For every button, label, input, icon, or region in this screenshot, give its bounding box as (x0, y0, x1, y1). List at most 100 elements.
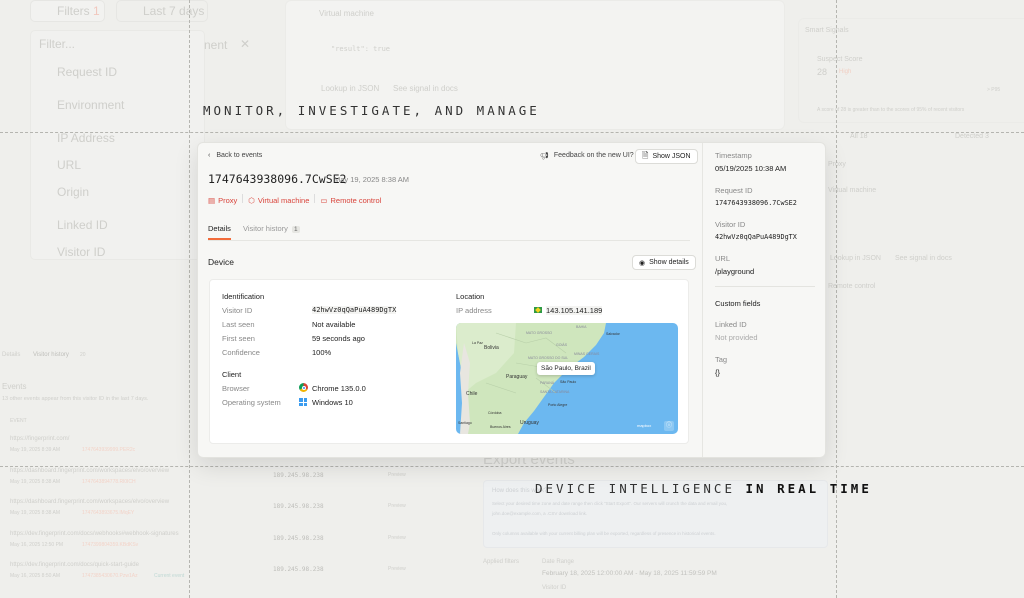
event-request-id: 1747643894778.Rl0ICH (82, 479, 136, 485)
smart-signals-title: Smart Signals (805, 27, 849, 34)
last-seen-value: Not available (312, 320, 356, 329)
show-details-label: Show details (649, 259, 689, 266)
tag-label: Remote control (330, 196, 382, 205)
preview-button[interactable]: Preview (388, 535, 406, 541)
visitor-id-value[interactable]: 42hwVz0qQaPuA489DgTX (312, 306, 397, 314)
cube-icon: ⬡ (248, 196, 255, 205)
ip-address-value[interactable]: 143.105.141.189 (546, 306, 603, 315)
filters-count: 1 (93, 4, 100, 18)
event-request-id: 1747643893675.lMqEY (82, 510, 135, 516)
applied-filters-label: Applied filters (483, 559, 520, 565)
smart-signals-panel: Smart Signals Suspect Score 28 High > P9… (798, 18, 1024, 123)
field-label: Operating system (222, 398, 281, 407)
custom-fields-title: Custom fields (715, 299, 761, 308)
sidebar-label: Visitor ID (715, 220, 746, 229)
headline-bottom: DEVICE INTELLIGENCE IN REAL TIME (535, 481, 872, 496)
sidebar-label: URL (715, 254, 731, 263)
filter-option[interactable]: Request ID (57, 65, 118, 79)
field-label: Browser (222, 384, 250, 393)
windows-icon (299, 398, 307, 406)
info-icon[interactable]: ⓘ (664, 421, 674, 431)
tab-visitor-history[interactable]: Visitor history 1 (243, 224, 300, 233)
guide-line (0, 132, 1024, 133)
date-range-button[interactable]: Last 7 days (116, 0, 208, 22)
date-range-value: February 18, 2025 12:00:00 AM - May 18, … (542, 570, 717, 577)
mapbox-logo: mapbox (637, 423, 652, 428)
export-info-box: How does this work? Select your desired … (483, 480, 828, 548)
document-icon: 🗎 (642, 150, 649, 160)
preview-button[interactable]: Preview (388, 503, 406, 509)
lookup-json-button[interactable]: Lookup in JSON (830, 255, 881, 262)
linked-id-value: Not provided (715, 333, 758, 342)
event-request-id: 1747643939999.PER2c (82, 447, 136, 453)
map-label: Uruguay (520, 420, 539, 426)
tag-value: {} (715, 368, 721, 377)
event-request-id: 1747385430670.Pzw1Az (82, 573, 138, 579)
field-label: Confidence (222, 348, 260, 357)
client-title: Client (222, 370, 242, 379)
back-to-events-link[interactable]: ‹ Back to events (208, 152, 262, 159)
location-map[interactable]: Bolivia Paraguay Chile Uruguay MATO GROS… (456, 323, 678, 434)
chevron-left-icon: ‹ (208, 152, 211, 159)
event-time: May 19, 2025 8:39 AM (10, 447, 61, 453)
event-url: https://fingerprint.com/ (10, 436, 70, 442)
preview-button[interactable]: Preview (388, 566, 406, 572)
request-id-value[interactable]: 1747643938096.7CwSE2 (715, 199, 797, 207)
section-title: Device (208, 257, 234, 267)
tag-proxy[interactable]: ▤ Proxy (208, 196, 237, 205)
visitor-id-value[interactable]: 42hwVz0qQaPuA489DgTX (715, 233, 797, 241)
filter-option[interactable]: URL (57, 158, 82, 172)
feedback-link[interactable]: 📢︎ Feedback on the new UI? (540, 152, 634, 160)
tab-all[interactable]: All 18 (850, 133, 868, 140)
percentile: > P95 (987, 87, 1001, 93)
filter-option[interactable]: Visitor ID (57, 245, 106, 259)
field-label: IP address (456, 306, 492, 315)
event-time: May 19, 2025 8:38 AM (10, 510, 61, 516)
map-label: Chile (466, 391, 478, 397)
request-id-title: 1747643938096.7CwSE2 (208, 172, 347, 186)
timestamp-value: 05/19/2025 10:38 AM (715, 164, 787, 173)
filter-option[interactable]: IP Address (57, 131, 115, 145)
filter-option[interactable]: Linked ID (57, 218, 108, 232)
filter-input[interactable]: Filter... (39, 37, 76, 51)
signal-panel: Virtual machine "result": true Lookup in… (285, 0, 785, 130)
map-popup: São Paulo, Brazil (537, 362, 595, 375)
confidence-value: 100% (312, 348, 332, 357)
map-label: Buenos Aires (490, 425, 511, 429)
event-detail-card: ‹ Back to events 📢︎ Feedback on the new … (197, 142, 826, 458)
sidebar-label: Timestamp (715, 151, 752, 160)
see-docs-link[interactable]: See signal in docs (393, 84, 458, 93)
tab-details[interactable]: Details (2, 352, 21, 358)
lookup-json-button[interactable]: Lookup in JSON (321, 84, 380, 93)
show-details-button[interactable]: ◉ Show details (632, 255, 696, 270)
field-label: First seen (222, 334, 255, 343)
signal-remote: Remote control (828, 283, 876, 290)
environment-chip: nent (204, 38, 228, 52)
tab-label: Visitor history (243, 224, 288, 233)
tab-detected[interactable]: Detected 3 (955, 133, 989, 140)
sidebar-label: Linked ID (715, 320, 747, 329)
first-seen-value: 59 seconds ago (312, 334, 365, 343)
map-label: GOIÁS (556, 343, 568, 347)
show-json-button[interactable]: 🗎 Show JSON (635, 149, 698, 164)
tab-visitor-history[interactable]: Visitor history (33, 352, 69, 358)
how-title: How does this work? (492, 488, 548, 494)
map-label: Salvador (606, 332, 620, 336)
filters-button[interactable]: Filters 1 (30, 0, 105, 22)
map-label: Bolivia (484, 345, 499, 351)
tag-virtual-machine[interactable]: ⬡ Virtual machine (248, 196, 309, 205)
filter-option[interactable]: Environment (57, 98, 125, 112)
signal-vm: Virtual machine (828, 187, 877, 194)
event-time: May 16, 2025 8:50 AM (10, 573, 61, 579)
tag-remote-control[interactable]: ▭ Remote control (320, 196, 381, 205)
see-docs-link[interactable]: See signal in docs (895, 255, 952, 262)
map-label: Paraguay (506, 374, 528, 380)
event-time: May 19, 2025 8:38 AM (10, 479, 61, 485)
server-icon: ▤ (208, 196, 216, 205)
close-icon[interactable]: ✕ (240, 37, 251, 51)
device-panel: Identification Visitor ID 42hwVz0qQaPuA4… (209, 279, 689, 444)
filter-option[interactable]: Origin (57, 185, 90, 199)
headline-emphasis: IN REAL TIME (745, 481, 872, 496)
preview-button[interactable]: Preview (388, 472, 406, 478)
tab-details[interactable]: Details (208, 224, 231, 240)
